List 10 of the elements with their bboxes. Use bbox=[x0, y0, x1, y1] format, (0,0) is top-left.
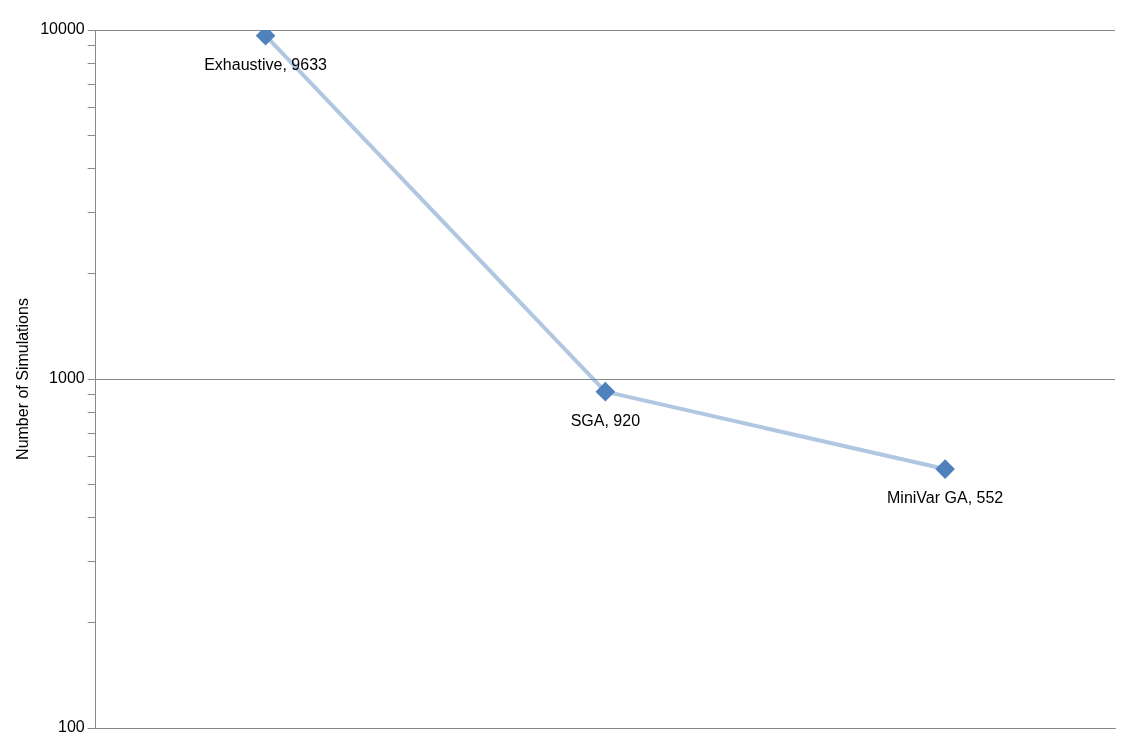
y-tick-label: 100 bbox=[57, 718, 85, 736]
y-tick-label: 1000 bbox=[49, 369, 85, 387]
point bbox=[256, 30, 275, 45]
data-label: MiniVar GA, 552 bbox=[887, 489, 1004, 507]
point bbox=[596, 382, 615, 401]
y-tick-label: 10000 bbox=[40, 20, 85, 38]
data-label: Exhaustive, 9633 bbox=[204, 56, 328, 74]
y-axis-title: Number of Simulations bbox=[14, 298, 32, 460]
data-label: SGA, 920 bbox=[570, 412, 641, 430]
point bbox=[936, 460, 955, 479]
